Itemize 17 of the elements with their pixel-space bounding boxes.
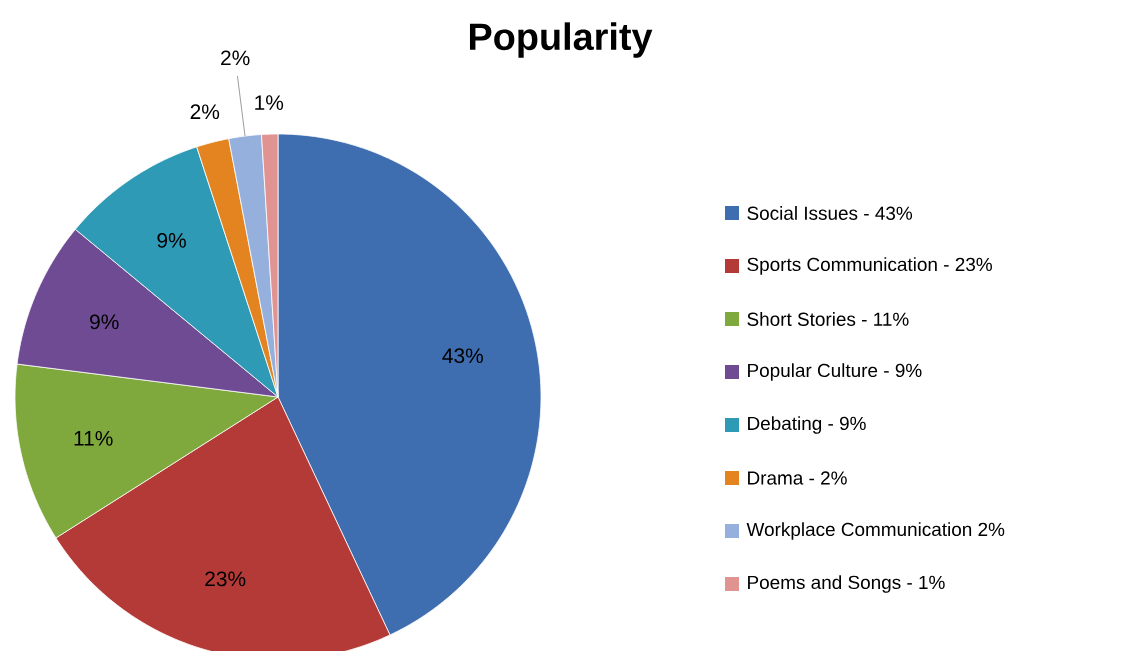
legend-label: Short Stories - 11% <box>747 312 909 326</box>
data-label: 2% <box>221 50 250 66</box>
legend-label: Workplace Communication 2% <box>746 522 1005 540</box>
legend-label: Drama - 2% <box>748 471 847 485</box>
legend-label: Debating - 9% <box>748 416 866 434</box>
data-label: 9% <box>90 314 119 330</box>
legend-label: Sports Communication - 23% <box>747 257 992 275</box>
chart-title: Popularity <box>469 22 653 58</box>
data-label: 43% <box>442 348 483 364</box>
legend-label: Poems and Songs - 1% <box>748 575 945 593</box>
legend-label: Social Issues - 43% <box>747 206 913 220</box>
data-label: 9% <box>157 232 186 248</box>
legend-label: Popular Culture - 9% <box>748 363 922 381</box>
data-label: 2% <box>190 104 220 120</box>
data-label: 11% <box>74 430 113 446</box>
data-label: 23% <box>205 571 246 587</box>
data-label: 1% <box>255 95 284 110</box>
